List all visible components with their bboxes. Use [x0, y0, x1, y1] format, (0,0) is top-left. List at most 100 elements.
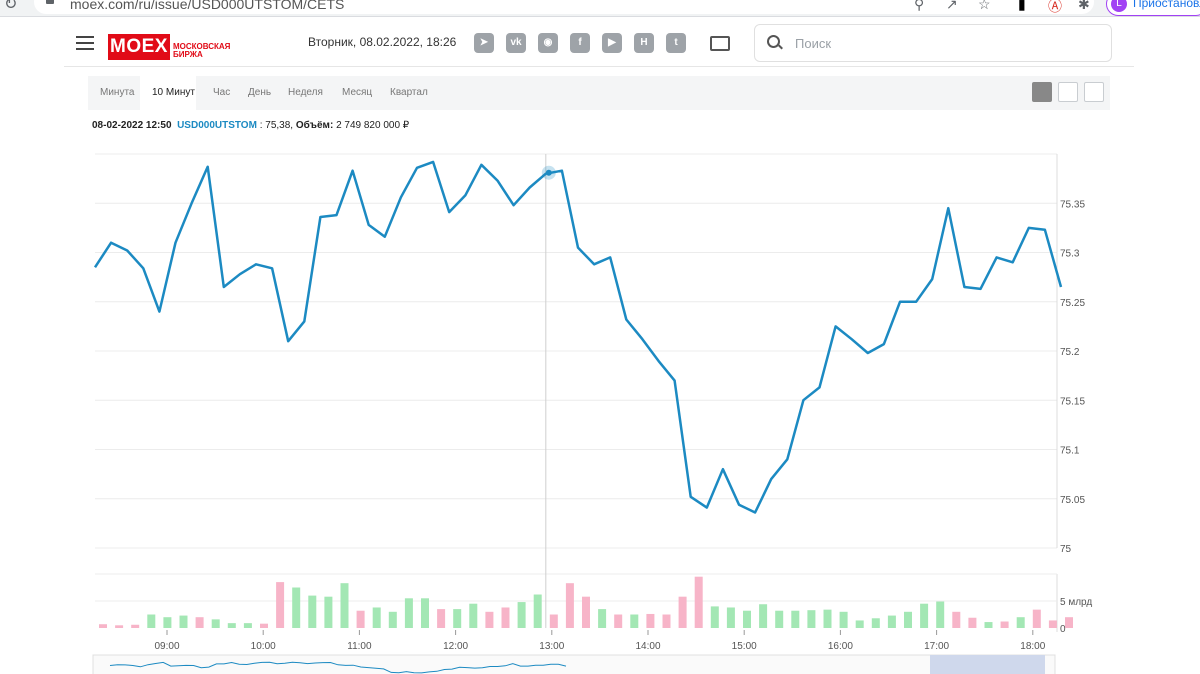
- adblock-icon[interactable]: Ⓐ: [1048, 0, 1062, 14]
- volume-bar: [179, 615, 188, 628]
- volume-bar: [453, 609, 462, 628]
- volume-bar: [195, 617, 204, 628]
- volume-bar: [694, 576, 703, 628]
- volume-bar: [292, 587, 301, 628]
- tab-month[interactable]: Месяц: [342, 87, 373, 98]
- tooltip-info: 08-02-2022 12:50 USD000UTSTOM : 75,38, О…: [92, 120, 410, 131]
- puzzle-icon[interactable]: ✱: [1078, 0, 1090, 12]
- habr-icon[interactable]: H: [634, 33, 654, 53]
- volume-bar: [968, 617, 977, 628]
- volume-bar: [662, 614, 671, 628]
- address-bar[interactable]: [34, 0, 1094, 14]
- volume-bar: [147, 614, 156, 628]
- volume-bar: [743, 610, 751, 628]
- x-tick-label: 11:00: [347, 641, 372, 652]
- extension-icon[interactable]: ▮: [1018, 0, 1026, 12]
- search-icon: [767, 35, 780, 48]
- search-placeholder: Поиск: [795, 36, 832, 51]
- moex-logo[interactable]: MOEX: [108, 34, 170, 60]
- volume-bar: [356, 610, 365, 628]
- info-datetime: 08-02-2022 12:50: [92, 120, 172, 131]
- logo-subtitle: МОСКОВСКАЯ БИРЖА: [173, 42, 231, 59]
- twitter-icon[interactable]: t: [666, 33, 686, 53]
- browser-toolbar: ↻ moex.com/ru/issue/USD000UTSTOM/CETS ⚲ …: [0, 0, 1200, 17]
- volume-bar: [791, 610, 800, 628]
- y-tick-label: 75: [1060, 544, 1072, 555]
- x-tick-label: 17:00: [924, 641, 949, 652]
- instagram-icon[interactable]: ◉: [538, 33, 558, 53]
- volume-bar: [549, 614, 558, 628]
- y-tick-label: 75.15: [1060, 396, 1085, 407]
- x-tick-label: 16:00: [828, 641, 853, 652]
- navigator-line: [109, 661, 567, 674]
- volume-bar: [404, 598, 413, 628]
- volume-bar: [372, 607, 381, 628]
- volume-bar: [887, 615, 896, 628]
- volume-bar: [920, 603, 929, 628]
- y-tick-label: 75.05: [1060, 495, 1085, 506]
- volume-bar: [131, 624, 140, 628]
- tab-hour[interactable]: Час: [213, 87, 231, 98]
- volume-bar: [710, 606, 719, 628]
- volume-bar: [437, 609, 446, 628]
- bookmark-star-icon[interactable]: ☆: [978, 0, 991, 12]
- telegram-icon[interactable]: ➤: [474, 33, 494, 53]
- volume-bar: [1016, 617, 1025, 628]
- volume-bar: [678, 596, 687, 628]
- line-chart-type-icon[interactable]: [1032, 82, 1052, 102]
- highlight-point: [545, 169, 552, 176]
- volume-bar: [501, 607, 510, 628]
- youtube-icon[interactable]: ▶: [602, 33, 622, 53]
- x-tick-label: 14:00: [635, 641, 660, 652]
- tab-10-minutes[interactable]: 10 Минут: [152, 87, 195, 98]
- volume-bar: [598, 609, 607, 628]
- volume-bar: [582, 596, 590, 628]
- menu-icon[interactable]: [76, 36, 94, 50]
- candle-chart-type-icon[interactable]: [1058, 82, 1078, 102]
- volume-bar: [243, 623, 252, 628]
- zoom-icon[interactable]: ⚲: [914, 0, 925, 12]
- vk-icon[interactable]: vk: [506, 33, 526, 53]
- volume-bar: [533, 594, 542, 628]
- info-volume: 2 749 820 000 ₽: [336, 120, 410, 131]
- bar-chart-type-icon[interactable]: [1084, 82, 1104, 102]
- share-icon[interactable]: ↗: [946, 0, 958, 12]
- x-tick-label: 15:00: [732, 641, 757, 652]
- facebook-icon[interactable]: f: [570, 33, 590, 53]
- volume-bar: [614, 614, 623, 628]
- mail-icon[interactable]: [710, 36, 730, 51]
- y-tick-label: 75.35: [1060, 199, 1085, 210]
- info-volume-label: Объём: [295, 120, 330, 131]
- tab-quarter[interactable]: Квартал: [390, 87, 428, 98]
- header-datetime: Вторник, 08.02.2022, 18:26: [308, 35, 457, 49]
- volume-bar: [211, 619, 220, 628]
- reload-icon[interactable]: ↻: [4, 0, 18, 13]
- x-tick-label: 09:00: [154, 641, 179, 652]
- y-tick-label: 75.1: [1060, 446, 1080, 457]
- volume-bar: [775, 610, 784, 628]
- volume-tick-label: 0: [1060, 624, 1066, 635]
- lock-icon[interactable]: [46, 0, 54, 4]
- tab-minute[interactable]: Минута: [100, 87, 135, 98]
- url-text[interactable]: moex.com/ru/issue/USD000UTSTOM/CETS: [70, 0, 345, 12]
- volume-bar: [388, 611, 397, 628]
- price-line: [93, 160, 1063, 514]
- tab-week[interactable]: Неделя: [288, 87, 323, 98]
- volume-bar: [1065, 617, 1073, 628]
- volume-bar: [421, 598, 429, 628]
- volume-bar: [99, 624, 107, 628]
- profile-button[interactable]: L Приостановлено: [1106, 0, 1200, 16]
- volume-bar: [646, 613, 655, 628]
- volume-bar: [115, 625, 124, 628]
- navigator-window: [930, 655, 1045, 674]
- volume-bar: [1048, 620, 1057, 628]
- tab-day[interactable]: День: [248, 87, 272, 98]
- volume-tick-label: 5 млрд: [1060, 597, 1092, 608]
- volume-bar: [1032, 609, 1041, 628]
- search-input[interactable]: Поиск: [754, 24, 1112, 62]
- volume-bar: [759, 604, 768, 628]
- volume-bar: [904, 611, 912, 628]
- volume-bar: [871, 618, 880, 628]
- volume-bar: [340, 583, 349, 628]
